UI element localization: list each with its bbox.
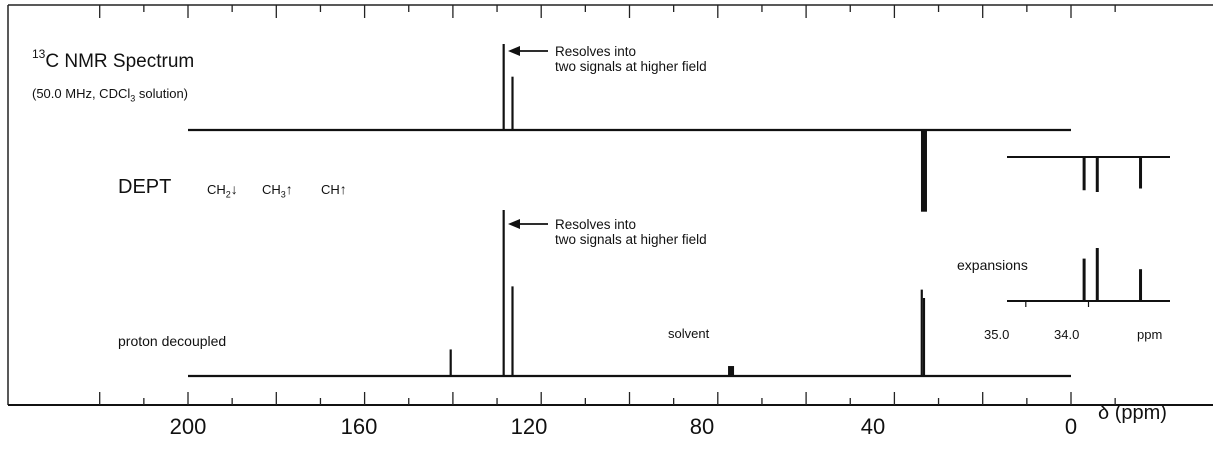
decoupled-pointer-arrow-icon (508, 219, 520, 229)
annotation-resolves-bottom-line1: Resolves into (555, 217, 637, 232)
conditions-prefix: (50.0 MHz, CDCl (32, 86, 131, 101)
solvent-label: solvent (668, 326, 710, 341)
dept-legend-ch-prefix: CH (321, 182, 340, 197)
conditions-sub: 3 (130, 93, 136, 104)
title-main: C NMR Spectrum (45, 51, 195, 72)
annotation-resolves-top: Resolves into two signals at higher field (555, 44, 707, 74)
decoupled-solvent-peak (728, 366, 735, 376)
inset-tick-label: 35.0 (984, 327, 1010, 342)
x-tick-label: 160 (340, 414, 378, 439)
conditions-suffix: solution) (135, 86, 189, 101)
annotation-resolves-bottom-line2: two signals at higher field (555, 232, 707, 247)
dept-legend-ch2: CH2↓ (207, 181, 238, 200)
dept-pointer-arrow-icon (508, 46, 520, 56)
x-tick-label: 0 (1064, 414, 1078, 439)
annotation-resolves-bottom: Resolves into two signals at higher field (555, 217, 707, 247)
dept-legend-ch3-prefix: CH (262, 182, 281, 197)
arrow-down-icon: ↓ (230, 181, 238, 197)
x-tick-label: 80 (689, 414, 715, 439)
dept-title: DEPT (118, 176, 172, 198)
dept-legend-ch3-sub: 3 (280, 189, 286, 200)
arrow-up-icon: ↑ (339, 181, 347, 197)
annotation-resolves-top-line2: two signals at higher field (555, 59, 707, 74)
conditions-label: (50.0 MHz, CDCl3 solution) (32, 86, 188, 104)
expansions-label: expansions (957, 257, 1028, 273)
x-tick-label: 200 (169, 414, 207, 439)
dept-legend-ch3: CH3↑ (262, 181, 293, 200)
x-tick-label: 40 (860, 414, 886, 439)
dept-legend-ch2-sub: 2 (225, 189, 231, 200)
chart-title: 13C NMR Spectrum (32, 47, 194, 73)
arrow-up-icon: ↑ (285, 181, 293, 197)
x-axis-label: δ (ppm) (1098, 402, 1167, 424)
inset-tick-label: 34.0 (1054, 327, 1080, 342)
annotation-resolves-top-line1: Resolves into (555, 44, 637, 59)
x-tick-label: 120 (510, 414, 548, 439)
proton-decoupled-label: proton decoupled (118, 333, 227, 349)
title-superscript: 13 (32, 47, 46, 61)
inset-unit-label: ppm (1137, 327, 1163, 342)
dept-peak (920, 130, 927, 212)
dept-legend-ch: CH↑ (321, 181, 347, 197)
dept-legend-ch2-prefix: CH (207, 182, 226, 197)
